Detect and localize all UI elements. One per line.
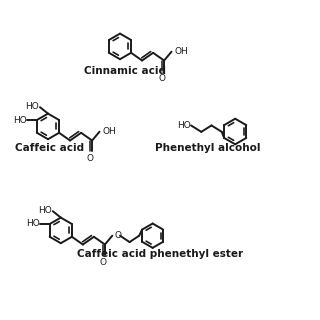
Text: O: O [158,74,165,83]
Text: O: O [114,230,121,240]
Text: HO: HO [38,206,52,215]
Text: OH: OH [103,127,116,136]
Text: Caffeic acid phenethyl ester: Caffeic acid phenethyl ester [77,249,243,260]
Text: HO: HO [26,220,39,228]
Text: O: O [99,258,106,267]
Text: HO: HO [13,116,27,124]
Text: Caffeic acid: Caffeic acid [15,143,84,153]
Text: Cinnamic acid: Cinnamic acid [84,66,166,76]
Text: Phenethyl alcohol: Phenethyl alcohol [155,143,261,153]
Text: HO: HO [178,121,191,130]
Text: HO: HO [25,102,39,111]
Text: O: O [86,154,93,163]
Text: OH: OH [175,47,188,56]
